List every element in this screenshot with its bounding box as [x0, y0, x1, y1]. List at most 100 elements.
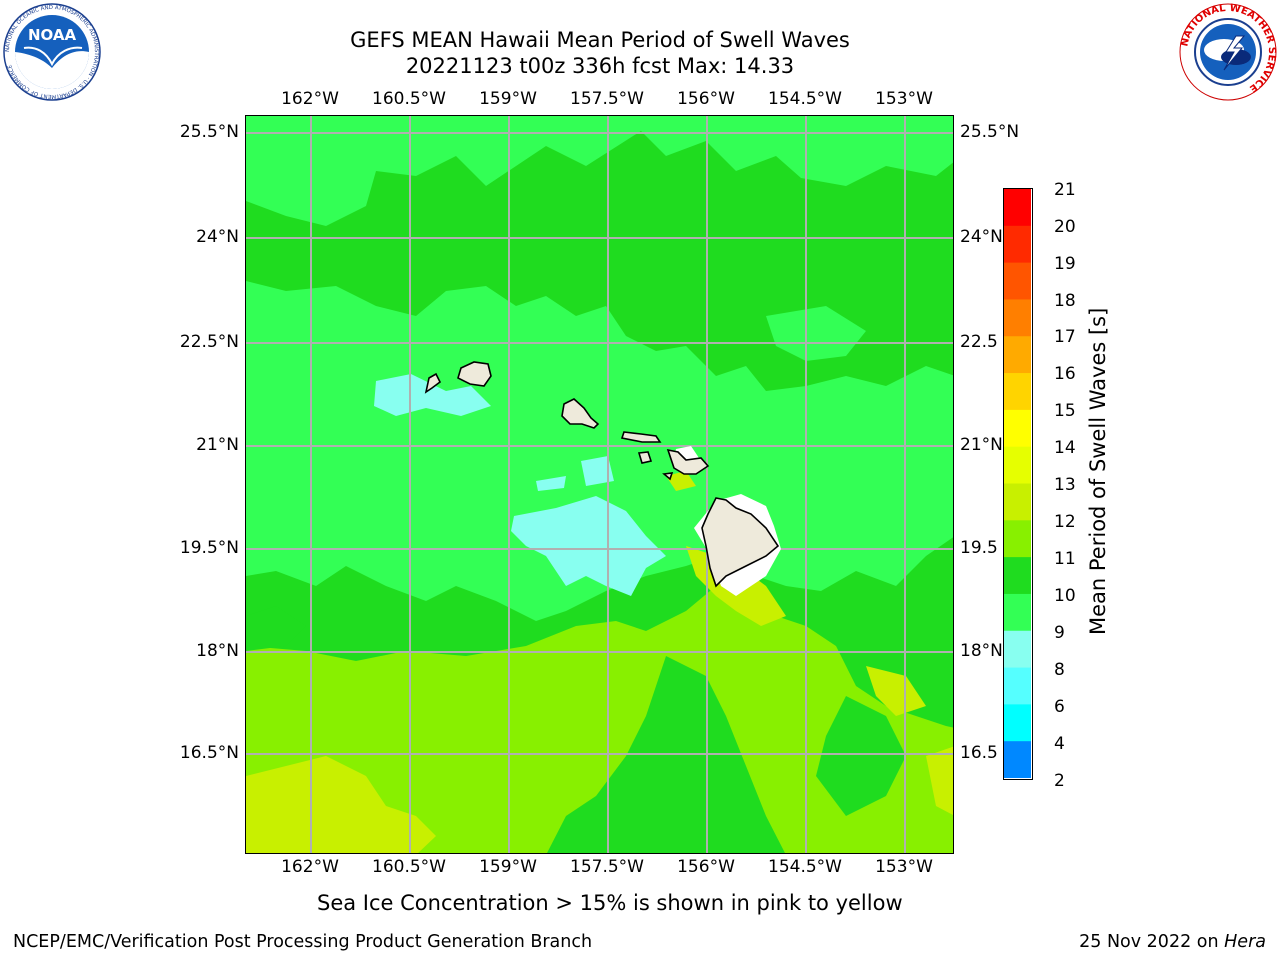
lat-tick-left: 21°N [196, 435, 239, 455]
lon-tick-top: 162°W [281, 89, 339, 109]
lat-tick-right: 25.5°N [960, 122, 1020, 142]
colorbar-tick: 16 [1054, 364, 1076, 384]
colorbar-band [1004, 593, 1031, 632]
nws-logo: NATIONAL WEATHER SERVICE [1178, 2, 1278, 102]
lon-tick-bottom: 160.5°W [372, 857, 446, 877]
lon-tick-bottom: 157.5°W [570, 857, 644, 877]
lon-tick-bottom: 156°W [677, 857, 735, 877]
field-band-9-10 [511, 496, 666, 596]
noaa-logo-text: NOAA [28, 26, 77, 44]
field-band-13-14 [866, 666, 926, 716]
footer-date: 25 Nov 2022 on Hera [1079, 932, 1266, 952]
noaa-logo-graphic: NOAA NATIONAL OCEANIC AND ATMOSPHERIC AD… [3, 3, 101, 101]
niihau-island [424, 372, 442, 394]
colorbar-tick: 17 [1054, 327, 1076, 347]
colorbar-tick: 15 [1054, 401, 1076, 421]
colorbar-band [1004, 299, 1031, 337]
kauai-island [457, 361, 492, 387]
colorbar-band [1004, 704, 1031, 742]
lat-tick-left: 18°N [196, 641, 239, 661]
colorbar-tick: 11 [1054, 549, 1076, 569]
lon-tick-bottom: 159°W [479, 857, 537, 877]
colorbar-band [1004, 557, 1031, 595]
footer-date-text: 25 Nov 2022 on [1079, 932, 1225, 952]
colorbar-bands [1004, 189, 1031, 779]
lon-tick-top: 156°W [677, 89, 735, 109]
noaa-logo: NOAA NATIONAL OCEANIC AND ATMOSPHERIC AD… [2, 2, 102, 102]
field-band-9-10 [374, 374, 491, 416]
map-field [246, 116, 953, 853]
molokai-island [620, 431, 662, 443]
lon-tick-bottom: 153°W [875, 857, 933, 877]
big-island [701, 497, 780, 588]
swell-period-map [245, 115, 954, 854]
lat-tick-right: 18°N [960, 641, 1003, 661]
field-band-11-12 [246, 606, 306, 651]
oahu-island [561, 398, 600, 429]
colorbar-band [1004, 630, 1031, 669]
lon-tick-top: 154.5°W [768, 89, 842, 109]
lat-tick-right: 16.5 [960, 743, 998, 763]
lon-tick-top: 157.5°W [570, 89, 644, 109]
colorbar-band [1004, 667, 1031, 705]
sea-ice-note: Sea Ice Concentration > 15% is shown in … [317, 891, 903, 915]
field-band-9-10 [581, 456, 614, 486]
lon-tick-top: 160.5°W [372, 89, 446, 109]
lon-tick-top: 153°W [875, 89, 933, 109]
colorbar-tick: 6 [1054, 697, 1065, 717]
colorbar-tick: 9 [1054, 623, 1065, 643]
colorbar-tick: 10 [1054, 586, 1076, 606]
lat-tick-right: 21°N [960, 435, 1003, 455]
colorbar-tick: 2 [1054, 771, 1065, 791]
field-band-13-14 [926, 746, 953, 815]
colorbar-band [1004, 446, 1031, 485]
colorbar-band [1004, 373, 1031, 411]
lanai-island [637, 451, 653, 464]
colorbar-tick: 20 [1054, 217, 1076, 237]
footer-host: Hera [1224, 932, 1266, 952]
colorbar-band [1004, 741, 1031, 779]
lat-tick-right: 24°N [960, 227, 1003, 247]
field-band-9-10 [536, 476, 566, 491]
lat-tick-left: 22.5°N [179, 332, 239, 352]
colorbar-tick: 14 [1054, 438, 1076, 458]
colorbar [1003, 188, 1033, 780]
title-line-2: 20221123 t00z 336h fcst Max: 14.33 [405, 54, 795, 78]
lat-tick-left: 25.5°N [179, 122, 239, 142]
lat-tick-left: 24°N [196, 227, 239, 247]
field-band-10-11 [766, 306, 866, 361]
colorbar-tick: 19 [1054, 254, 1076, 274]
hawaiian-islands [424, 361, 780, 588]
chart-title: GEFS MEAN Hawaii Mean Period of Swell Wa… [0, 27, 1200, 79]
colorbar-tick: 18 [1054, 291, 1076, 311]
title-line-1: GEFS MEAN Hawaii Mean Period of Swell Wa… [350, 28, 850, 52]
lat-tick-left: 19.5°N [179, 538, 239, 558]
colorbar-band [1004, 336, 1031, 374]
footer-branch: NCEP/EMC/Verification Post Processing Pr… [13, 932, 593, 952]
field-band-13-14 [246, 756, 436, 853]
lon-tick-bottom: 154.5°W [768, 857, 842, 877]
colorbar-band [1004, 189, 1031, 227]
colorbar-band [1004, 262, 1031, 301]
colorbar-tick: 4 [1054, 734, 1065, 754]
field-band-10-11 [246, 116, 953, 226]
lat-tick-right: 19.5 [960, 538, 998, 558]
kahoolawe-island [662, 472, 674, 481]
nws-logo-graphic: NATIONAL WEATHER SERVICE [1179, 3, 1277, 101]
colorbar-tick: 21 [1054, 180, 1076, 200]
colorbar-tick: 13 [1054, 475, 1076, 495]
colorbar-tick: 12 [1054, 512, 1076, 532]
colorbar-band [1004, 520, 1031, 558]
lon-tick-bottom: 162°W [281, 857, 339, 877]
field-band-13-14 [666, 471, 696, 491]
colorbar-band [1004, 483, 1031, 521]
field-band-11-12 [816, 696, 906, 816]
graticule [246, 116, 953, 853]
lat-tick-left: 16.5°N [179, 743, 239, 763]
colorbar-band [1004, 225, 1031, 264]
lat-tick-right: 22.5 [960, 332, 998, 352]
lon-tick-top: 159°W [479, 89, 537, 109]
maui-island [666, 448, 710, 475]
colorbar-label: Mean Period of Swell Waves [s] [1086, 307, 1110, 635]
colorbar-band [1004, 409, 1031, 448]
